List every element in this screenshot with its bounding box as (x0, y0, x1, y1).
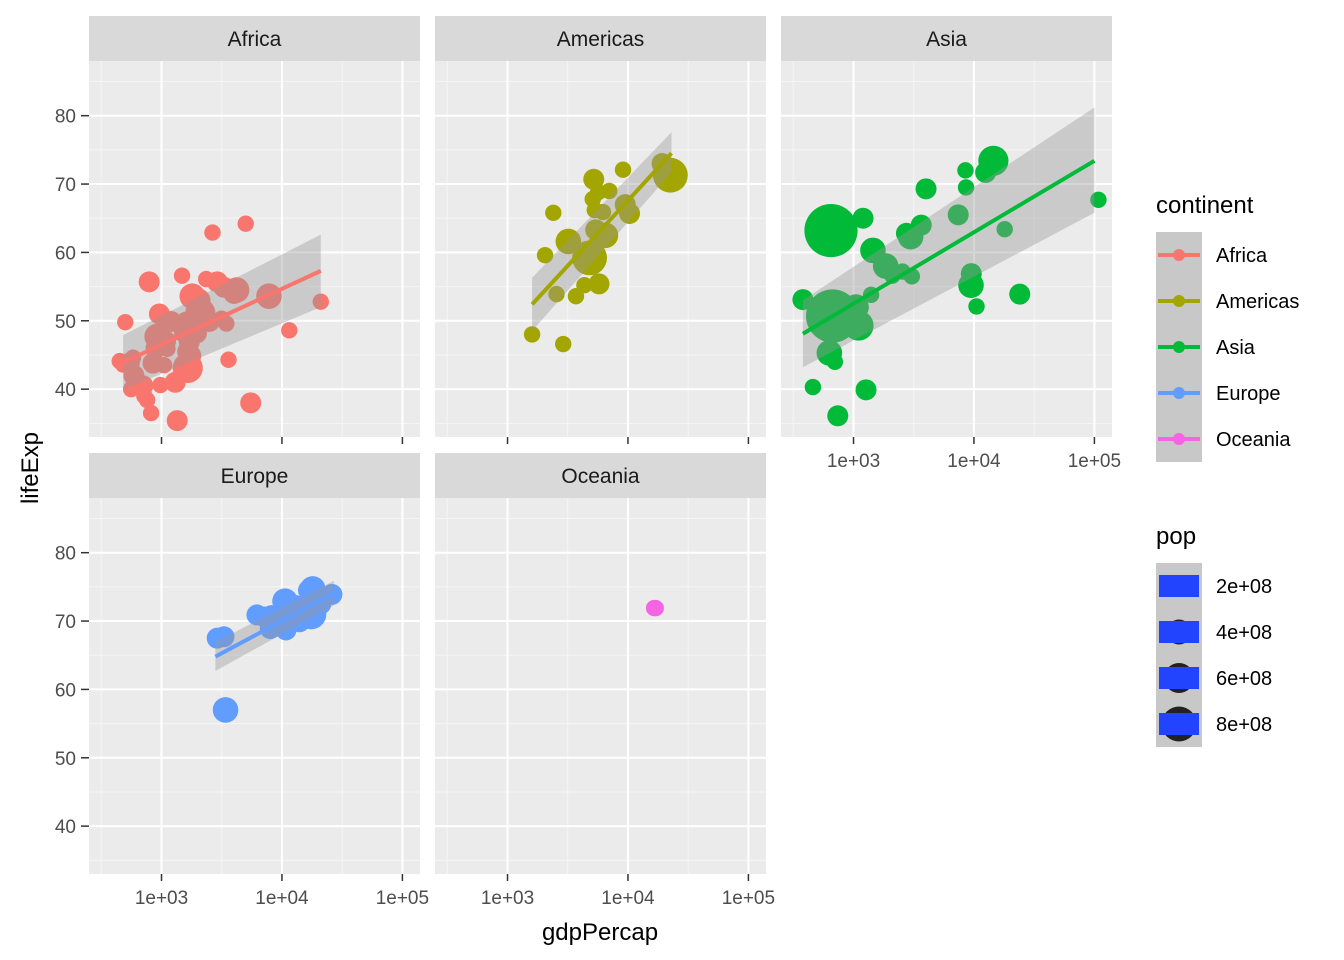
facet-panels: Africa Americas Asia Europe Oceania (89, 16, 1112, 874)
legend-key-line (1159, 667, 1199, 689)
data-point (545, 205, 561, 221)
facet-strip-label: Africa (228, 28, 282, 51)
data-point (204, 224, 220, 240)
legend-continent-item-oceania: Oceania (1156, 416, 1291, 462)
y-tick-label: 40 (55, 380, 76, 401)
y-tick-label: 80 (55, 544, 76, 565)
x-axis-title: gdpPercap (542, 919, 658, 946)
facet-panel-africa: Africa (89, 16, 420, 437)
y-tick-label: 40 (55, 817, 76, 838)
data-point (827, 405, 848, 426)
data-point (957, 162, 973, 178)
data-point (856, 379, 877, 400)
legend-key-point (1173, 341, 1185, 353)
data-point (589, 273, 610, 294)
data-point (117, 314, 133, 330)
faceted-scatter-chart: Africa Americas Asia Europe Oceania 40 50 60 70… (0, 0, 1344, 960)
data-point (167, 410, 188, 431)
legend-pop-label: 4e+08 (1216, 622, 1272, 644)
legend-pop-label: 2e+08 (1216, 576, 1272, 598)
facet-strip-label: Americas (557, 28, 645, 51)
data-point (237, 216, 253, 232)
legend-key-line (1159, 713, 1199, 735)
x-tick-label: 1e+04 (947, 451, 1001, 472)
x-tick-label: 1e+03 (827, 451, 880, 472)
legend-pop-title: pop (1156, 523, 1196, 550)
facet-panel-europe: Europe (89, 453, 420, 874)
data-point (174, 267, 190, 283)
legend-pop-item: 6e+08 (1156, 655, 1272, 701)
data-point (220, 352, 236, 368)
y-tick-label: 60 (55, 243, 76, 264)
data-point (213, 697, 239, 723)
x-tick-label: 1e+04 (255, 888, 309, 909)
panel-background (89, 498, 420, 874)
legend-continent-label: Europe (1216, 383, 1281, 405)
facet-strip-label: Asia (926, 28, 967, 51)
y-tick-label: 70 (55, 612, 76, 633)
data-point (916, 178, 937, 199)
legend-key-line (1159, 621, 1199, 643)
legend-key-point (1173, 295, 1185, 307)
data-point (968, 298, 984, 314)
legend-continent-label: Asia (1216, 337, 1256, 359)
facet-panel-asia: Asia (781, 16, 1112, 437)
y-tick-label: 70 (55, 175, 76, 196)
legend-pop-label: 6e+08 (1216, 668, 1272, 690)
x-tick-label: 1e+05 (1068, 451, 1121, 472)
legend-continent-item-asia: Asia (1156, 324, 1256, 370)
data-point (615, 161, 631, 177)
data-point (648, 600, 664, 616)
data-point (1009, 284, 1030, 305)
legend-key-point (1173, 249, 1185, 261)
facet-panel-americas: Americas (435, 16, 766, 437)
legend-pop-label: 8e+08 (1216, 714, 1272, 736)
data-point (139, 271, 160, 292)
x-tick-label: 1e+05 (722, 888, 775, 909)
legend-continent-title: continent (1156, 192, 1254, 219)
data-point (804, 204, 857, 257)
y-tick-label: 50 (55, 749, 76, 770)
legend-pop-item: 2e+08 (1156, 563, 1272, 609)
legend-continent-item-africa: Africa (1156, 232, 1268, 278)
legend-key-point (1173, 433, 1185, 445)
data-point (827, 354, 843, 370)
y-tick-label: 50 (55, 312, 76, 333)
legend-continent-item-americas: Americas (1156, 278, 1299, 324)
x-tick-label: 1e+03 (135, 888, 188, 909)
data-point (853, 208, 874, 229)
panel-plot-area (646, 600, 664, 616)
panel-background (435, 498, 766, 874)
data-point (555, 336, 571, 352)
x-tick-label: 1e+04 (601, 888, 655, 909)
data-point (240, 392, 261, 413)
legend-pop-item: 8e+08 (1156, 701, 1272, 747)
data-point (805, 379, 821, 395)
data-point (143, 405, 159, 421)
legend-continent-label: Africa (1216, 245, 1268, 267)
legend-key-point (1173, 387, 1185, 399)
x-tick-label: 1e+05 (376, 888, 429, 909)
legend-continent-label: Americas (1216, 291, 1299, 313)
legend-continent-item-europe: Europe (1156, 370, 1281, 416)
y-axis-title: lifeExp (17, 432, 44, 504)
facet-strip-label: Europe (221, 465, 289, 488)
legend: continent pop Africa Americas Asia Europe Oc… (1156, 192, 1299, 747)
legend-continent-label: Oceania (1216, 429, 1291, 451)
x-tick-label: 1e+03 (481, 888, 534, 909)
y-tick-label: 80 (55, 107, 76, 128)
facet-panel-oceania: Oceania (435, 453, 766, 874)
data-point (281, 322, 297, 338)
y-tick-label: 60 (55, 680, 76, 701)
legend-key-line (1159, 575, 1199, 597)
legend-pop-item: 4e+08 (1156, 609, 1272, 655)
facet-strip-label: Oceania (561, 465, 640, 488)
